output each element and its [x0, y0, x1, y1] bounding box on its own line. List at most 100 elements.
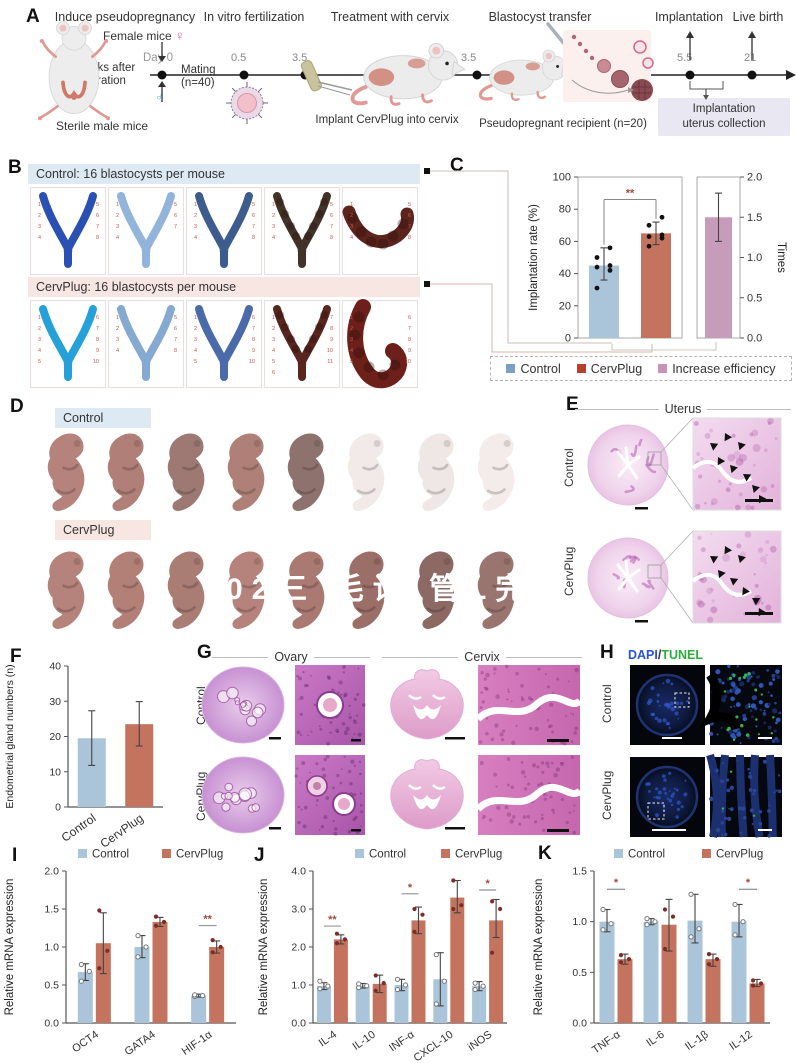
svg-text:1: 1 — [272, 315, 275, 321]
svg-text:1: 1 — [116, 315, 119, 321]
svg-text:Implantation rate (%): Implantation rate (%) — [528, 204, 540, 311]
svg-text:2: 2 — [194, 213, 197, 219]
uterus-specimen: 1 2 3 4 5 6 7 8 9 10 11 — [264, 300, 340, 388]
svg-text:1.0: 1.0 — [572, 916, 587, 928]
svg-text:3: 3 — [116, 337, 119, 343]
svg-text:6: 6 — [174, 326, 177, 332]
svg-text:1: 1 — [350, 315, 353, 321]
svg-text:GATA4: GATA4 — [123, 1029, 158, 1059]
svg-text:6: 6 — [174, 213, 177, 219]
svg-text:2: 2 — [116, 326, 119, 332]
collection-box: Implantation uterus collection — [658, 98, 790, 136]
panel-k-label: K — [538, 843, 552, 864]
svg-text:10: 10 — [327, 348, 333, 354]
svg-text:4: 4 — [350, 348, 353, 354]
svg-text:2.0: 2.0 — [44, 866, 59, 878]
svg-text:9: 9 — [330, 337, 333, 343]
svg-text:IL-12: IL-12 — [727, 1029, 754, 1053]
legend-item: Control — [506, 362, 561, 376]
ovary-cervix-histology — [201, 664, 583, 836]
svg-text:7: 7 — [408, 326, 411, 332]
mrna-chart-j: 0.0 1.0 2.0 3.0 4.0 Relative mRNA expression I… — [258, 849, 507, 1063]
svg-text:INF-α: INF-α — [387, 1028, 417, 1054]
uterus-specimen: 1 2 3 4 5 6 7 8 9 10 — [186, 300, 262, 388]
svg-text:7: 7 — [174, 337, 177, 343]
svg-text:8: 8 — [330, 326, 333, 332]
chart-c-legend: Control CervPlug Increase efficiency — [490, 356, 792, 381]
svg-text:3.0: 3.0 — [291, 904, 306, 916]
pup — [226, 432, 266, 513]
mrna-chart-i: 0.0 0.5 1.0 1.5 2.0 Relative mRNA expression O… — [4, 849, 236, 1059]
tick-3-5a: 3.5 — [292, 52, 308, 64]
dapi-tunel-images — [630, 664, 782, 838]
implant-label: Implant CervPlug into cervix — [315, 114, 459, 126]
svg-text:IL-10: IL-10 — [350, 1029, 377, 1053]
svg-text:6: 6 — [272, 370, 275, 376]
svg-text:7: 7 — [330, 224, 333, 230]
svg-text:10: 10 — [93, 359, 99, 365]
svg-text:0.5: 0.5 — [747, 292, 762, 304]
svg-text:4: 4 — [116, 235, 119, 241]
cervplug-group-header: CervPlug: 16 blastocysts per mouse — [28, 277, 420, 297]
legend-item: CervPlug — [576, 362, 642, 376]
legend-swatch — [576, 363, 586, 373]
svg-text:1.0: 1.0 — [747, 252, 762, 264]
svg-text:3: 3 — [350, 337, 353, 343]
control-band: Control — [55, 408, 151, 428]
svg-text:Control: Control — [628, 849, 665, 861]
svg-text:3: 3 — [116, 224, 119, 230]
svg-text:9: 9 — [408, 348, 411, 354]
connector-square — [424, 168, 430, 174]
svg-text:CervPlug: CervPlug — [455, 849, 502, 861]
svg-text:0: 0 — [55, 802, 61, 814]
svg-text:4: 4 — [272, 235, 275, 241]
panel-g-label: G — [197, 642, 212, 663]
tick-0-5: 0.5 — [231, 52, 247, 64]
uterus-specimen: 1 2 3 4 5 6 7 8 9 10 — [342, 299, 418, 389]
uterus-specimen: 1 2 3 4 5 6 7 8 — [186, 187, 262, 275]
svg-text:8: 8 — [96, 337, 99, 343]
svg-text:40: 40 — [559, 268, 571, 280]
supine-mouse-icon — [37, 21, 111, 121]
svg-text:4: 4 — [116, 348, 119, 354]
pup — [46, 432, 86, 513]
svg-text:10: 10 — [405, 359, 411, 365]
svg-text:0.0: 0.0 — [44, 1018, 59, 1030]
svg-text:7: 7 — [252, 326, 255, 332]
connector-square — [424, 281, 430, 287]
mating-label: Mating (n=40) — [181, 64, 216, 89]
svg-text:8: 8 — [330, 235, 333, 241]
uterus-specimen: 1 2 3 4 5 6 7 8 — [30, 187, 106, 275]
embryo-icon — [226, 82, 268, 124]
mrna-chart-k: 0.0 0.5 1.0 1.5 Relative mRNA expression TNF-… — [533, 849, 770, 1056]
svg-text:30: 30 — [49, 696, 61, 708]
svg-text:4: 4 — [272, 348, 275, 354]
svg-text:4: 4 — [38, 235, 41, 241]
pup — [166, 432, 206, 513]
svg-text:2: 2 — [350, 213, 353, 219]
panel-e-label: E — [566, 394, 579, 415]
recipient-label: Pseudopregnant recipient (n=20) — [479, 118, 647, 130]
panel-a-label: A — [26, 6, 40, 27]
svg-text:HIF-1α: HIF-1α — [180, 1028, 215, 1058]
uterus-specimen: 1 2 3 4 5 6 7 8 — [108, 300, 184, 388]
svg-text:*: * — [485, 878, 490, 890]
svg-text:7: 7 — [330, 315, 333, 321]
svg-text:Control: Control — [92, 849, 129, 861]
svg-text:4: 4 — [38, 348, 41, 354]
panel-i-label: I — [12, 845, 18, 866]
svg-text:6: 6 — [252, 315, 255, 321]
female-mice-label: Female mice ♀ — [103, 28, 185, 43]
svg-text:1: 1 — [272, 202, 275, 208]
step-title-induce: Induce pseudopregnancy — [54, 10, 196, 24]
svg-text:1: 1 — [38, 202, 41, 208]
panel-d-label: D — [10, 396, 24, 417]
svg-text:1: 1 — [194, 315, 197, 321]
svg-text:10: 10 — [49, 766, 61, 778]
svg-text:**: ** — [203, 914, 212, 926]
panel-h-label: H — [600, 642, 614, 663]
cervplug-band: CervPlug — [55, 520, 151, 540]
svg-text:OCT4: OCT4 — [70, 1029, 101, 1056]
watermark: 02三 毛诊 管L完 — [226, 573, 535, 606]
